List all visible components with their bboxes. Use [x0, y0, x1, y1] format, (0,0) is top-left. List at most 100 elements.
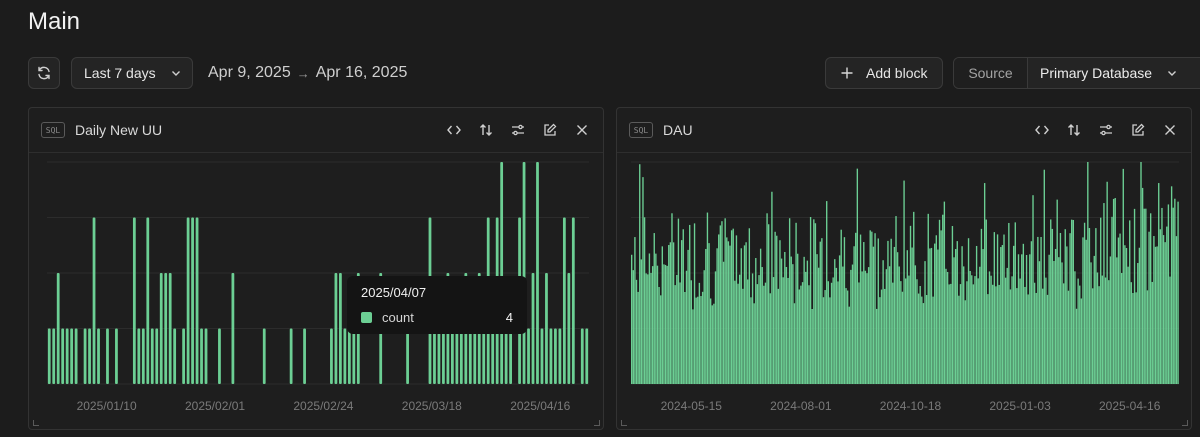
bar[interactable] [755, 258, 757, 384]
bar[interactable] [1138, 247, 1141, 384]
bar[interactable] [979, 266, 981, 384]
bar[interactable] [1122, 168, 1124, 384]
refresh-button[interactable] [28, 57, 60, 89]
bar[interactable] [262, 328, 266, 385]
bar[interactable] [150, 328, 154, 385]
bar[interactable] [634, 237, 636, 384]
bar[interactable] [871, 231, 873, 384]
bar[interactable] [771, 191, 773, 384]
bar[interactable] [677, 218, 680, 384]
bar[interactable] [1030, 241, 1033, 384]
edit-icon[interactable] [541, 121, 559, 139]
bar[interactable] [1149, 213, 1152, 384]
bar[interactable] [1082, 237, 1084, 384]
bar[interactable] [887, 240, 889, 384]
bar[interactable] [913, 211, 915, 384]
bar[interactable] [303, 328, 306, 385]
bar[interactable] [1016, 288, 1018, 384]
bar[interactable] [774, 231, 776, 384]
bar[interactable] [711, 305, 713, 384]
bar[interactable] [1106, 181, 1108, 384]
bar[interactable] [1101, 275, 1104, 384]
bar[interactable] [1117, 237, 1120, 384]
bar[interactable] [832, 277, 834, 384]
bar[interactable] [861, 271, 863, 384]
bar[interactable] [980, 228, 983, 384]
bar[interactable] [993, 232, 996, 384]
bar[interactable] [330, 328, 333, 385]
bar[interactable] [655, 253, 657, 384]
bar[interactable] [766, 213, 768, 384]
bar[interactable] [908, 275, 910, 384]
bar[interactable] [1100, 217, 1102, 384]
bar[interactable] [531, 273, 535, 384]
bar[interactable] [1074, 271, 1076, 384]
bar[interactable] [901, 291, 904, 384]
bar[interactable] [173, 328, 177, 385]
bar[interactable] [890, 238, 892, 384]
bar[interactable] [867, 267, 870, 384]
bar[interactable] [1137, 263, 1139, 384]
bar[interactable] [1103, 203, 1105, 384]
bar[interactable] [1056, 199, 1058, 384]
bar[interactable] [1116, 257, 1118, 384]
bar[interactable] [1095, 228, 1097, 384]
bar[interactable] [631, 254, 633, 384]
bar[interactable] [953, 257, 955, 384]
bar[interactable] [1153, 236, 1155, 384]
bar[interactable] [827, 281, 830, 384]
bar[interactable] [347, 328, 351, 385]
bar[interactable] [1048, 254, 1050, 384]
bar[interactable] [437, 328, 441, 385]
bar[interactable] [1127, 266, 1129, 384]
bar[interactable] [738, 274, 741, 384]
close-icon[interactable] [1161, 121, 1179, 139]
bar[interactable] [92, 217, 96, 385]
bar[interactable] [562, 217, 566, 385]
bar[interactable] [1024, 286, 1026, 384]
bar[interactable] [182, 328, 186, 385]
bar[interactable] [1087, 162, 1089, 384]
bar[interactable] [1161, 207, 1163, 384]
bar[interactable] [218, 328, 221, 385]
bar[interactable] [1004, 277, 1007, 384]
bar[interactable] [56, 273, 60, 384]
bar[interactable] [1072, 219, 1074, 384]
sort-icon[interactable] [477, 121, 495, 139]
bar[interactable] [843, 237, 846, 384]
bar[interactable] [433, 328, 436, 385]
bar[interactable] [1098, 286, 1100, 384]
bar[interactable] [645, 273, 647, 384]
bar[interactable] [851, 264, 854, 384]
bar[interactable] [204, 328, 208, 385]
bar[interactable] [635, 279, 638, 384]
bar[interactable] [809, 217, 812, 384]
bar[interactable] [693, 223, 696, 384]
bar[interactable] [1166, 226, 1168, 384]
edit-icon[interactable] [1129, 121, 1147, 139]
bar[interactable] [893, 246, 896, 384]
bar[interactable] [1135, 292, 1137, 384]
bar[interactable] [668, 245, 670, 384]
bar[interactable] [935, 235, 937, 384]
bar[interactable] [846, 290, 849, 384]
bar[interactable] [146, 217, 150, 385]
bar[interactable] [727, 241, 730, 384]
bar[interactable] [1025, 255, 1028, 384]
bar[interactable] [1120, 273, 1123, 384]
bar[interactable] [969, 270, 971, 384]
bar[interactable] [1130, 282, 1133, 384]
bar[interactable] [1071, 219, 1073, 384]
bar[interactable] [822, 297, 825, 384]
settings-sliders-icon[interactable] [509, 121, 527, 139]
bar[interactable] [788, 218, 791, 384]
code-icon[interactable] [1033, 121, 1051, 139]
bar[interactable] [697, 296, 699, 384]
bar[interactable] [942, 214, 944, 384]
bar[interactable] [141, 328, 145, 385]
bar[interactable] [500, 162, 504, 384]
bar[interactable] [1167, 204, 1170, 384]
bar[interactable] [990, 275, 992, 384]
bar[interactable] [753, 303, 755, 384]
bar[interactable] [1032, 195, 1034, 384]
